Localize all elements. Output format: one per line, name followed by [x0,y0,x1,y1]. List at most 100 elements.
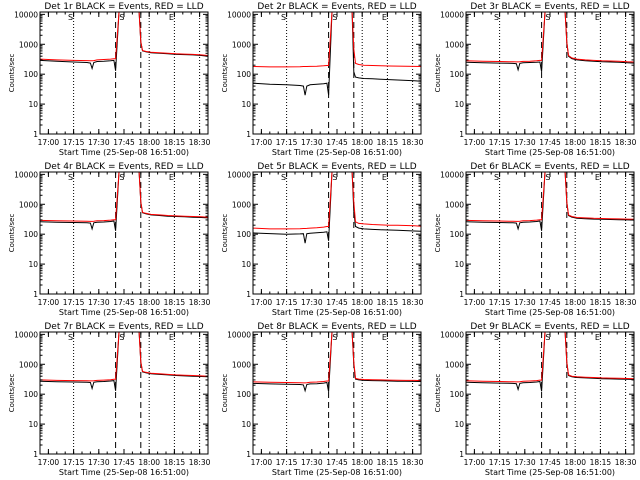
y-tick-label: 10 [28,260,38,269]
x-tick-label: 18:30 [189,298,211,307]
y-tick-label: 100 [24,70,39,79]
x-axis-label: Start Time (25-Sep-08 16:51:00) [59,468,189,477]
event-marker-label: E [595,173,600,182]
x-tick-label: 18:15 [377,458,399,467]
y-tick-label: 1 [33,290,38,299]
event-marker-label: S [494,13,499,22]
x-tick-label: 17:30 [88,138,110,147]
x-tick-label: 18:15 [590,138,612,147]
x-tick-label: 17:30 [514,458,536,467]
event-marker-label: E [169,333,174,342]
x-tick-label: 17:15 [489,138,511,147]
x-tick-label: 17:30 [301,458,323,467]
y-tick-label: 1 [246,450,251,459]
x-tick-label: 17:15 [276,298,298,307]
x-tick-label: 18:15 [164,298,186,307]
chart-panel-5: Det 5r BLACK = Events, RED = LLD 1 10 100 10… [221,162,424,317]
y-tick-label: 10 [28,420,38,429]
x-tick-label: 17:45 [326,298,348,307]
y-tick-label: 10000 [227,10,251,19]
y-tick-label: 100 [450,230,465,239]
event-marker-label: S [332,173,337,182]
event-marker-label: S [494,173,499,182]
events-series-line [253,332,421,393]
event-marker-label: S [119,13,124,22]
x-tick-label: 17:15 [276,138,298,147]
y-tick-label: 1000 [445,40,464,49]
y-axis-label: Counts/sec [8,214,16,253]
y-tick-label: 10 [241,260,251,269]
x-tick-label: 17:00 [464,138,486,147]
plot-frame [39,331,209,455]
x-tick-label: 18:30 [402,458,424,467]
x-tick-label: 17:15 [63,138,85,147]
event-marker-label: E [169,173,174,182]
y-axis-label: Counts/sec [434,54,442,93]
event-marker-label: S [281,13,286,22]
x-tick-label: 17:00 [38,138,60,147]
x-tick-label: 18:00 [138,298,160,307]
events-series-line [253,172,421,244]
lld-series-line [466,332,634,383]
lld-series-line [40,172,208,222]
y-tick-label: 10 [454,420,464,429]
y-tick-label: 10000 [14,10,38,19]
plot-frame [252,171,422,295]
y-tick-label: 10 [241,100,251,109]
x-tick-label: 17:30 [514,138,536,147]
chart-title: Det 7r BLACK = Events, RED = LLD [44,322,203,332]
y-tick-label: 100 [237,230,252,239]
y-tick-label: 10 [28,100,38,109]
x-tick-label: 18:00 [351,298,373,307]
x-tick-label: 17:30 [88,298,110,307]
x-tick-label: 17:45 [539,298,561,307]
event-marker-label: S [332,13,337,22]
event-marker-label: S [545,333,550,342]
plot-frame [39,11,209,135]
x-tick-label: 17:15 [489,458,511,467]
y-tick-label: 1 [459,450,464,459]
y-axis-label: Counts/sec [221,214,229,253]
x-tick-label: 17:00 [464,458,486,467]
event-marker-label: S [119,333,124,342]
events-series-line [40,332,208,391]
x-tick-label: 18:15 [377,138,399,147]
y-tick-label: 1000 [19,40,38,49]
x-tick-label: 17:00 [38,458,60,467]
y-tick-label: 10 [454,260,464,269]
y-axis-label: Counts/sec [434,214,442,253]
y-tick-label: 1000 [19,360,38,369]
x-axis-label: Start Time (25-Sep-08 16:51:00) [59,148,189,157]
x-tick-label: 18:00 [138,458,160,467]
x-axis-label: Start Time (25-Sep-08 16:51:00) [272,148,402,157]
events-series-line [40,172,208,231]
x-tick-label: 18:15 [164,458,186,467]
y-axis-label: Counts/sec [221,54,229,93]
x-tick-label: 17:00 [251,458,273,467]
x-tick-label: 17:45 [539,138,561,147]
x-tick-label: 18:30 [615,138,637,147]
x-axis-label: Start Time (25-Sep-08 16:51:00) [485,148,615,157]
x-tick-label: 17:45 [326,138,348,147]
y-axis-label: Counts/sec [434,374,442,413]
x-tick-label: 17:45 [113,298,135,307]
y-tick-label: 100 [24,390,39,399]
y-axis-label: Counts/sec [221,374,229,413]
y-tick-label: 1 [459,290,464,299]
y-tick-label: 10000 [14,170,38,179]
x-tick-label: 17:30 [514,298,536,307]
y-tick-label: 100 [237,390,252,399]
y-tick-label: 100 [24,230,39,239]
x-tick-label: 18:30 [402,138,424,147]
y-tick-label: 1 [33,450,38,459]
chart-panel-9: Det 9r BLACK = Events, RED = LLD 1 10 100 10… [434,322,637,477]
x-tick-label: 18:15 [377,298,399,307]
event-marker-label: S [68,173,73,182]
y-tick-label: 10000 [14,330,38,339]
plot-frame [252,11,422,135]
y-tick-label: 100 [450,70,465,79]
chart-title: Det 4r BLACK = Events, RED = LLD [44,162,203,172]
x-tick-label: 17:00 [38,298,60,307]
chart-title: Det 8r BLACK = Events, RED = LLD [257,322,416,332]
